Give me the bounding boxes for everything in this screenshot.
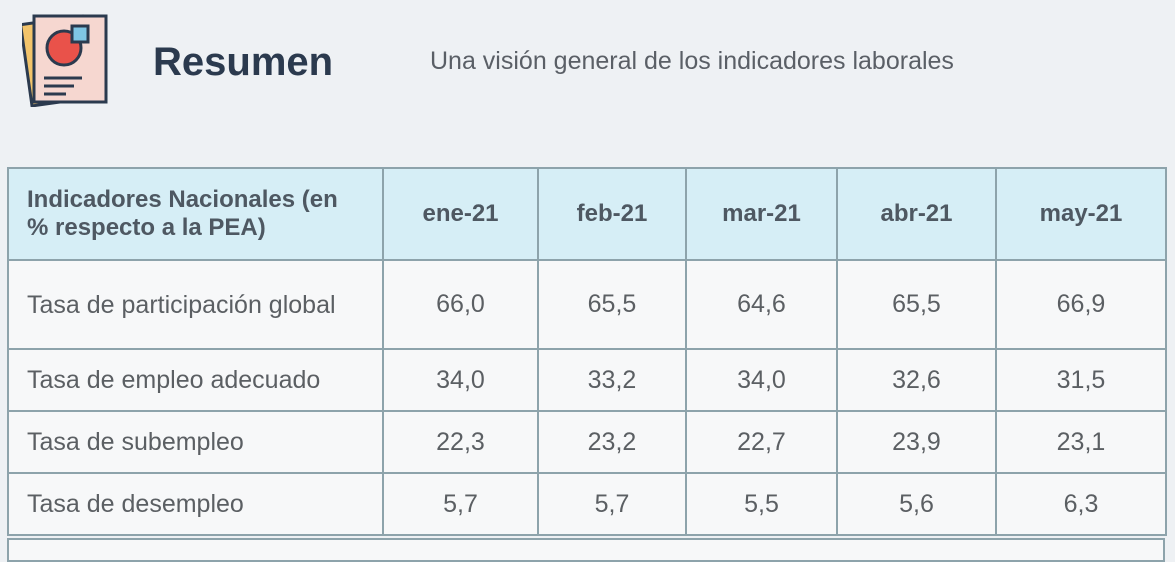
value-cell: 65,5: [836, 259, 997, 350]
page-body: Resumen Una visión general de los indica…: [7, 14, 1167, 562]
value-cell: 22,3: [382, 410, 539, 474]
table-row: Tasa de empleo adecuado 34,0 33,2 34,0 32,6 3…: [7, 348, 1167, 412]
value-cell: 66,0: [382, 259, 539, 350]
value-cell: 66,9: [995, 259, 1167, 350]
subtitle: Una visión general de los indicadores la…: [430, 47, 954, 75]
table-continuation: [7, 538, 1165, 562]
page: Resumen {"header": {"title": "Resumen", …: [7, 14, 1167, 562]
value-cell: 31,5: [995, 348, 1167, 412]
indicator-name: Tasa de desempleo: [7, 472, 384, 536]
table-row: Tasa de subempleo 22,3 23,2 22,7 23,9 23,1: [7, 410, 1167, 474]
column-header: ene-21: [382, 167, 539, 261]
value-cell: 34,0: [685, 348, 838, 412]
value-cell: 32,6: [836, 348, 997, 412]
value-cell: 5,7: [537, 472, 687, 536]
report-icon: [22, 14, 108, 107]
row-header-title: Indicadores Nacionales (en % respecto a …: [7, 167, 384, 261]
indicators-table: Indicadores Nacionales (en % respecto a …: [7, 167, 1167, 536]
indicator-name: Tasa de participación global: [7, 259, 384, 350]
column-header: feb-21: [537, 167, 687, 261]
table-row: Tasa de desempleo 5,7 5,7 5,5 5,6 6,3: [7, 472, 1167, 536]
title: Resumen: [153, 40, 334, 84]
value-cell: 33,2: [537, 348, 687, 412]
value-cell: 23,2: [537, 410, 687, 474]
indicator-name: Tasa de empleo adecuado: [7, 348, 384, 412]
column-header: abr-21: [836, 167, 997, 261]
value-cell: 34,0: [382, 348, 539, 412]
value-cell: 65,5: [537, 259, 687, 350]
table-body: Tasa de participación global 66,0 65,5 64,6…: [7, 259, 1167, 536]
value-cell: 64,6: [685, 259, 838, 350]
value-cell: 5,7: [382, 472, 539, 536]
column-header: may-21: [995, 167, 1167, 261]
value-cell: 6,3: [995, 472, 1167, 536]
value-cell: 5,6: [836, 472, 997, 536]
value-cell: 23,9: [836, 410, 997, 474]
table-row: Tasa de participación global 66,0 65,5 64,6…: [7, 259, 1167, 350]
indicator-name: Tasa de subempleo: [7, 410, 384, 474]
value-cell: 5,5: [685, 472, 838, 536]
value-cell: 23,1: [995, 410, 1167, 474]
header-row: Indicadores Nacionales (en % respecto a …: [7, 167, 1167, 261]
value-cell: 22,7: [685, 410, 838, 474]
column-header: mar-21: [685, 167, 838, 261]
